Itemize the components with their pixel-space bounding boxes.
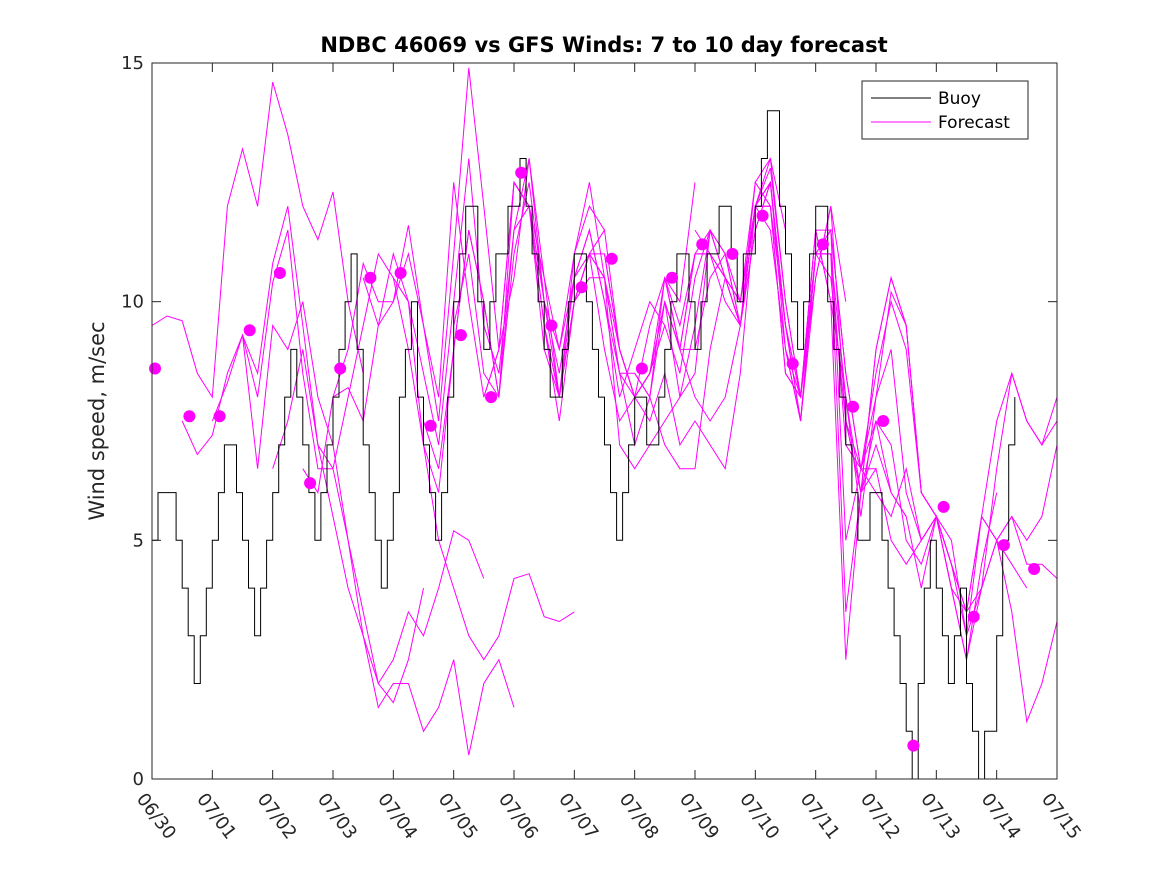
forecast-marker xyxy=(364,271,377,284)
forecast-marker xyxy=(424,419,437,432)
chart-title: NDBC 46069 vs GFS Winds: 7 to 10 day for… xyxy=(320,33,887,57)
forecast-marker xyxy=(149,362,161,375)
forecast-marker xyxy=(877,415,890,427)
forecast-marker xyxy=(726,247,739,260)
forecast-marker xyxy=(937,500,950,513)
legend-forecast-label: Forecast xyxy=(938,113,1010,133)
forecast-line-7 xyxy=(332,158,666,446)
y-tick-label: 0 xyxy=(133,769,144,790)
forecast-marker xyxy=(1028,563,1041,575)
forecast-line-24 xyxy=(845,420,1058,724)
plot-frame xyxy=(151,62,1058,780)
forecast-marker xyxy=(485,391,498,404)
forecast-line-1 xyxy=(151,81,364,399)
series-layer xyxy=(151,67,1058,780)
forecast-marker xyxy=(515,166,528,179)
forecast-marker xyxy=(575,281,588,294)
forecast-marker xyxy=(304,477,317,490)
forecast-line-2 xyxy=(181,229,424,704)
forecast-marker xyxy=(756,209,769,222)
y-tick-label: 5 xyxy=(133,530,144,551)
forecast-line-4 xyxy=(242,301,515,756)
forecast-marker xyxy=(635,362,648,375)
forecast-marker xyxy=(786,357,799,370)
forecast-marker xyxy=(183,410,196,423)
forecast-marker xyxy=(243,324,256,337)
forecast-marker xyxy=(273,267,286,279)
forecast-line-22 xyxy=(785,229,1058,614)
forecast-marker xyxy=(545,319,558,332)
y-tick-label: 15 xyxy=(121,53,144,74)
marker-layer xyxy=(149,166,1041,752)
forecast-marker xyxy=(847,400,860,413)
forecast-marker xyxy=(334,362,347,375)
forecast-marker xyxy=(666,271,679,284)
forecast-marker xyxy=(907,739,920,752)
forecast-marker xyxy=(394,267,407,279)
forecast-marker xyxy=(605,252,618,265)
forecast-marker xyxy=(454,329,467,342)
forecast-marker xyxy=(967,610,980,623)
legend-buoy-label: Buoy xyxy=(938,89,981,109)
forecast-marker xyxy=(213,410,226,423)
forecast-line-21 xyxy=(754,182,1058,613)
y-axis-label: Wind speed, m/sec xyxy=(85,321,109,520)
legend: Buoy Forecast xyxy=(861,80,1029,140)
forecast-marker xyxy=(696,238,709,251)
buoy-line xyxy=(152,110,1016,780)
forecast-marker xyxy=(997,539,1010,552)
legend-box xyxy=(861,80,1029,140)
forecast-marker xyxy=(816,238,829,251)
forecast-line-3 xyxy=(211,206,485,685)
y-tick-label: 10 xyxy=(121,292,144,313)
